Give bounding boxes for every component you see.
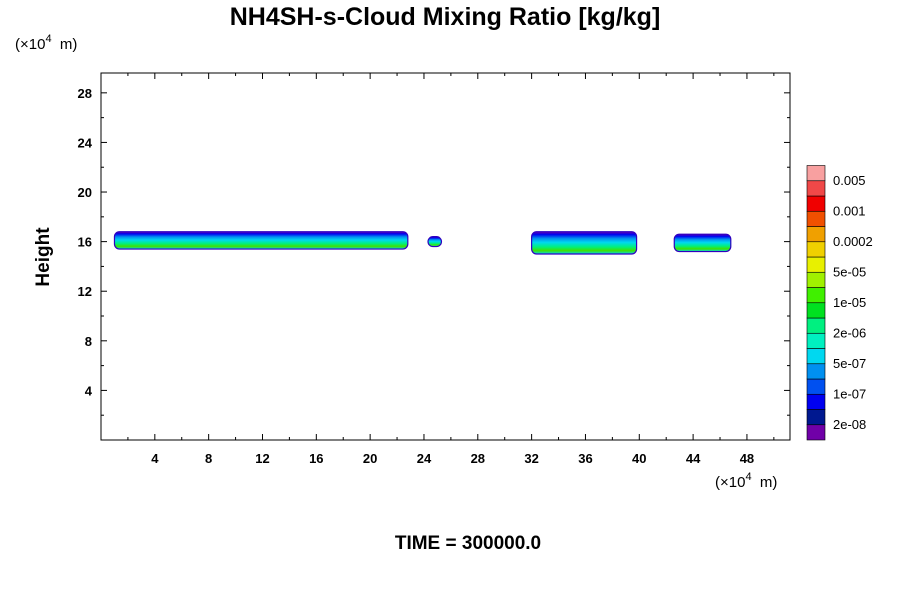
- colorbar-swatch: [806, 393, 826, 410]
- colorbar-swatch: [806, 317, 826, 334]
- y-tick-label: 8: [85, 334, 92, 349]
- cloud-band-edge: [673, 233, 732, 253]
- chart-title: NH4SH-s-Cloud Mixing Ratio [kg/kg]: [230, 3, 661, 31]
- y-tick-label: 24: [78, 135, 93, 150]
- colorbar-swatch: [806, 180, 826, 197]
- cloud-band: [114, 231, 408, 250]
- colorbar-label: 5e-07: [833, 356, 866, 371]
- y-unit-label: (×104 m): [15, 33, 77, 53]
- x-axis-ticks: 4 8 12 16 20 24 28 32 36 40 44 48: [127, 73, 775, 466]
- x-tick-label: 44: [686, 451, 701, 466]
- cloud-band-edge: [113, 231, 409, 250]
- colorbar-label: 2e-06: [833, 325, 866, 340]
- colorbar-label: 0.0002: [833, 234, 873, 249]
- x-tick-label: 12: [255, 451, 269, 466]
- x-unit-label: (×104 m): [715, 471, 777, 491]
- x-tick-label: 20: [363, 451, 377, 466]
- time-label: TIME = 300000.0: [395, 533, 541, 554]
- colorbar-swatch: [806, 378, 826, 395]
- cloud-band-edge: [531, 231, 638, 255]
- colorbar-swatch: [806, 256, 826, 273]
- y-tick-label: 12: [78, 284, 92, 299]
- colorbar-swatch: [806, 424, 826, 441]
- cloud-band: [531, 231, 637, 255]
- colorbar-swatch: [806, 363, 826, 380]
- cloud-band: [674, 234, 731, 252]
- colorbar-label: 0.001: [833, 203, 866, 218]
- x-tick-label: 16: [309, 451, 323, 466]
- y-tick-label: 16: [78, 235, 92, 250]
- x-tick-label: 8: [205, 451, 212, 466]
- x-tick-label: 32: [524, 451, 538, 466]
- colorbar-swatch: [806, 409, 826, 426]
- colorbar-swatch: [806, 287, 826, 304]
- x-tick-label: 24: [417, 451, 432, 466]
- colorbar-swatch: [806, 195, 826, 212]
- colorbar-label: 0.005: [833, 173, 866, 188]
- y-axis-ticks: 4 8 12 16 20 24 28: [78, 86, 790, 416]
- x-tick-label: 28: [471, 451, 485, 466]
- colorbar-label: 2e-08: [833, 417, 866, 432]
- colorbar-swatch: [806, 226, 826, 243]
- y-tick-label: 28: [78, 86, 92, 101]
- colorbar: 2e-08 1e-07 5e-07 2e-06 1e-05 5e-05 0.0002 0.00…: [806, 165, 873, 441]
- cloud-field: [113, 231, 732, 255]
- colorbar-label: 1e-07: [833, 386, 866, 401]
- y-tick-label: 4: [85, 383, 93, 398]
- y-axis-label: Height: [33, 227, 54, 287]
- x-tick-label: 40: [632, 451, 646, 466]
- y-tick-label: 20: [78, 185, 92, 200]
- colorbar-swatch: [806, 271, 826, 288]
- cloud-band: [428, 236, 442, 247]
- x-tick-label: 36: [578, 451, 592, 466]
- colorbar-label: 5e-05: [833, 264, 866, 279]
- colorbar-swatch: [806, 302, 826, 319]
- x-tick-label: 4: [151, 451, 159, 466]
- colorbar-swatch: [806, 348, 826, 365]
- colorbar-swatch: [806, 165, 826, 182]
- colorbar-swatch: [806, 332, 826, 349]
- colorbar-swatch: [806, 210, 826, 227]
- plot-frame: [100, 72, 791, 441]
- x-tick-label: 48: [740, 451, 754, 466]
- colorbar-label: 1e-05: [833, 295, 866, 310]
- colorbar-swatch: [806, 241, 826, 258]
- cloud-band-edge: [427, 236, 443, 248]
